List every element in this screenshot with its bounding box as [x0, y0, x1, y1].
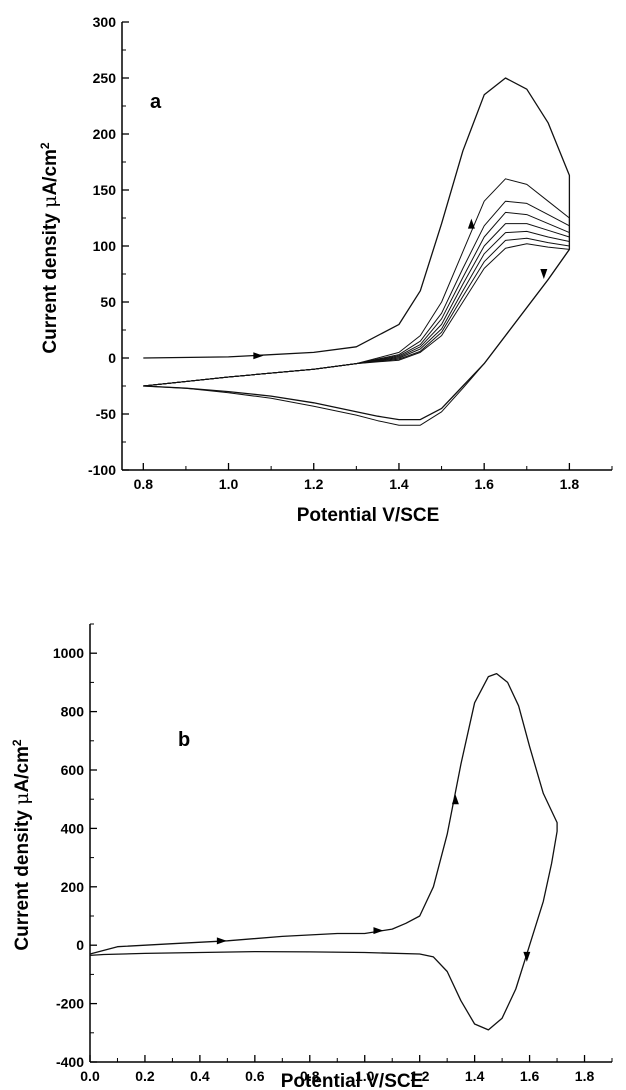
y-tick-label: 1000 — [53, 645, 84, 661]
series-group — [143, 77, 571, 426]
y-tick-label: 0 — [108, 350, 116, 366]
series-line-2 — [143, 178, 570, 426]
y-axis-label: Current density μA/cm2 — [10, 739, 33, 951]
y-tick-label: -400 — [56, 1054, 84, 1070]
x-tick-label: 1.8 — [575, 1068, 595, 1084]
y-tick-label: 800 — [61, 704, 85, 720]
x-tick-labels: 0.0 0.2 0.4 0.6 0.8 1.0 1.2 1.4 1.6 1.8 — [80, 1068, 594, 1084]
x-tick-label: 0.8 — [300, 1068, 320, 1084]
y-tick-label: -200 — [56, 996, 84, 1012]
x-tick-labels: 0.8 1.0 1.2 1.4 1.6 1.8 — [134, 476, 580, 492]
y-tick-label: 50 — [100, 294, 116, 310]
y-tick-label: 400 — [61, 820, 85, 836]
y-axis-label-unit: A/cm — [12, 746, 33, 792]
x-ticks — [89, 1055, 613, 1062]
y-tick-label: -50 — [96, 406, 116, 422]
x-tick-label: 1.8 — [560, 476, 580, 492]
y-axis-label-mu: μ — [11, 793, 33, 805]
y-axis-label-main: Current density — [12, 805, 33, 951]
y-tick-label: -100 — [88, 462, 116, 478]
panel-label-a: a — [150, 91, 162, 113]
series-line-3 — [143, 200, 570, 387]
panel-label-b: b — [178, 729, 190, 751]
y-axis-label-unit: A/cm — [40, 149, 61, 195]
series-line-6 — [143, 230, 570, 387]
y-tick-label: 200 — [61, 879, 85, 895]
arrow-right — [373, 927, 384, 935]
x-tick-label: 1.4 — [465, 1068, 485, 1084]
x-tick-label: 0.6 — [245, 1068, 265, 1084]
y-ticks — [90, 623, 97, 1063]
y-ticks — [122, 21, 129, 471]
x-tick-label: 0.8 — [134, 476, 154, 492]
y-axis-label-mu: μ — [39, 196, 61, 208]
direction-arrows — [253, 218, 548, 360]
y-axis-label-sup: 2 — [10, 739, 24, 746]
x-axis-label: Potential V/SCE — [281, 1071, 424, 1090]
x-tick-label: 1.4 — [389, 476, 409, 492]
arrow-down — [523, 951, 531, 962]
y-tick-label: 150 — [93, 182, 117, 198]
y-tick-label: 250 — [93, 70, 117, 86]
y-tick-labels: -400 -200 0 200 400 600 800 1000 — [53, 645, 84, 1070]
y-tick-label: 600 — [61, 762, 85, 778]
chart-panel-a: -100 -50 0 50 100 150 200 250 300 0.8 1.0 1.2 1.4 1.… — [38, 14, 613, 526]
x-tick-label: 1.0 — [219, 476, 239, 492]
y-axis-label-sup: 2 — [38, 142, 52, 149]
x-tick-label: 0.4 — [190, 1068, 210, 1084]
arrow-down — [540, 269, 548, 279]
x-ticks — [142, 463, 613, 470]
series-line-4 — [143, 211, 570, 387]
series-group — [89, 672, 558, 1031]
y-tick-labels: -100 -50 0 50 100 150 200 250 300 — [88, 14, 116, 478]
series-line-1 — [89, 672, 558, 1031]
y-tick-label: 100 — [93, 238, 117, 254]
x-axis-label: Potential V/SCE — [297, 505, 440, 526]
direction-arrows — [216, 794, 531, 962]
arrow-right — [253, 352, 264, 360]
arrow-up — [451, 794, 459, 805]
y-tick-label: 200 — [93, 126, 117, 142]
x-tick-label: 0.0 — [80, 1068, 100, 1084]
arrow-up — [467, 218, 475, 229]
y-axis-label-main: Current density — [40, 208, 61, 354]
x-tick-label: 1.0 — [355, 1068, 375, 1084]
x-tick-label: 1.6 — [474, 476, 494, 492]
x-tick-label: 0.2 — [135, 1068, 155, 1084]
x-tick-label: 1.6 — [520, 1068, 540, 1084]
y-tick-label: 0 — [76, 937, 84, 953]
x-tick-label: 1.2 — [410, 1068, 430, 1084]
y-axis-label: Current density μA/cm2 — [38, 142, 61, 354]
series-line-8 — [143, 243, 570, 387]
arrow-right — [216, 937, 227, 945]
y-tick-label: 300 — [93, 14, 117, 30]
x-tick-label: 1.2 — [304, 476, 324, 492]
